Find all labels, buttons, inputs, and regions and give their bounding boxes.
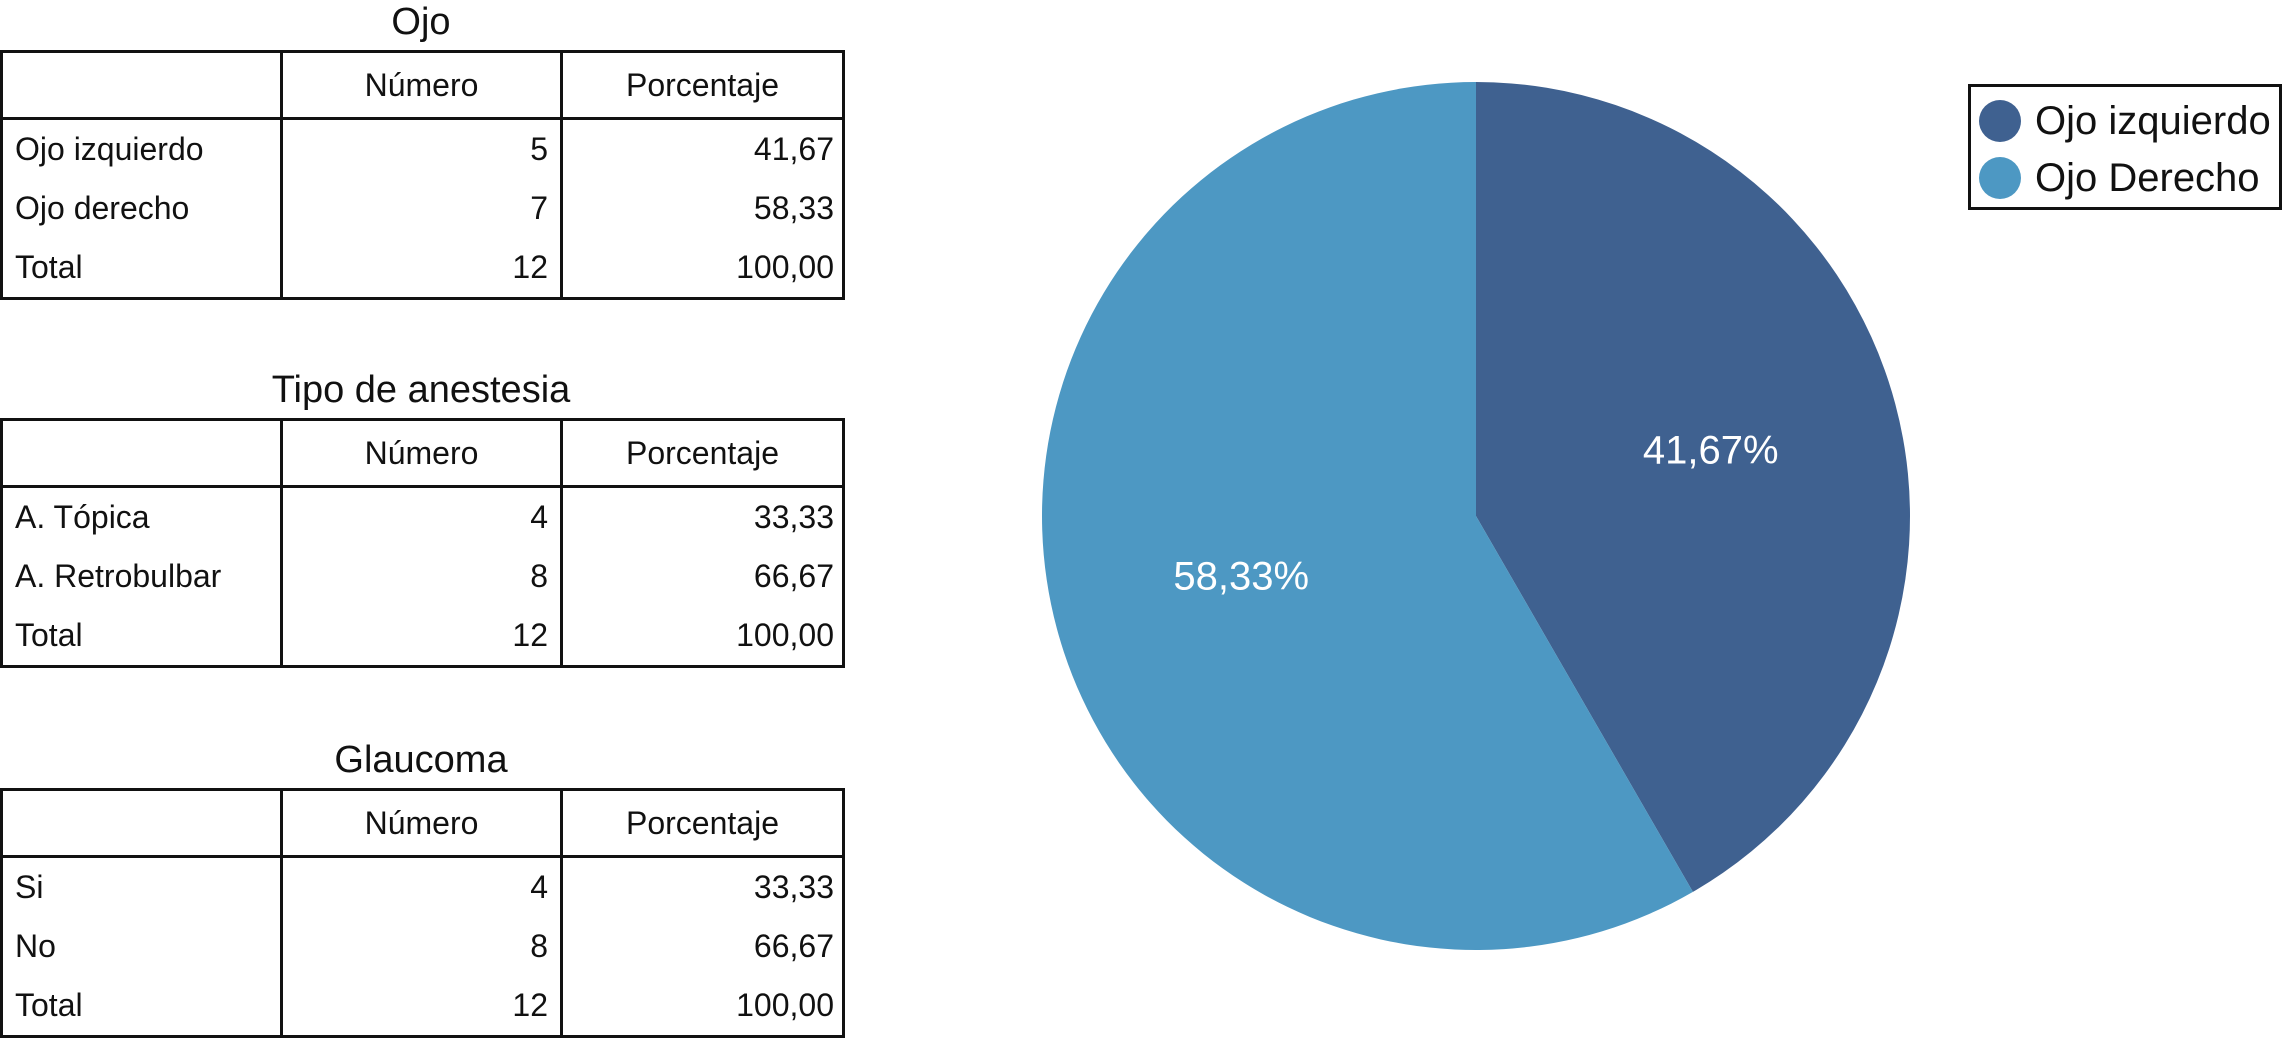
row-porcentaje: 58,33: [753, 190, 834, 226]
table-glaucoma: Glaucoma Número Porcentaje Si 4 33,33 No…: [0, 738, 845, 1038]
row-label: A. Tópica: [1, 486, 283, 547]
pie-slice-label: 41,67%: [1643, 429, 1779, 473]
row-numero: 7: [281, 179, 563, 238]
table-row: Ojo izquierdo 5 41,67: [1, 118, 844, 179]
header-cell-empty: [0, 788, 283, 858]
row-numero: 4: [281, 486, 563, 547]
row-porcentaje: 41,67: [753, 131, 834, 167]
table-row: A. Tópica 4 33,33: [1, 486, 844, 547]
table-row: No 8 66,67: [1, 917, 844, 976]
header-row: Número Porcentaje: [0, 418, 845, 488]
pie-slice-ojo-izquierdo: [1476, 82, 1910, 892]
header-row: Número Porcentaje: [0, 50, 845, 120]
frequency-table: Número Porcentaje Si 4 33,33 No 8 66,67 …: [0, 788, 845, 1038]
row-label: Si: [1, 856, 283, 917]
header-porcentaje: Porcentaje: [560, 418, 845, 488]
table-title: Ojo: [391, 1, 451, 43]
row-numero: 5: [281, 118, 563, 179]
pie-slice-label: 58,33%: [1173, 554, 1309, 598]
row-numero: 4: [281, 856, 563, 917]
table-row: Total 12 100,00: [1, 606, 844, 667]
row-label: Ojo izquierdo: [1, 118, 283, 179]
row-label: Ojo derecho: [1, 179, 283, 238]
header-porcentaje: Porcentaje: [560, 50, 845, 120]
row-label: Total: [1, 976, 283, 1037]
header-row: Número Porcentaje: [0, 788, 845, 858]
table-ojo: Ojo Número Porcentaje Ojo izquierdo 5 41…: [0, 0, 845, 300]
row-label: A. Retrobulbar: [1, 547, 283, 606]
header-numero: Número: [280, 50, 563, 120]
row-porcentaje: 33,33: [753, 499, 834, 535]
row-label: Total: [1, 238, 283, 299]
pie-slice-ojo-derecho: [1042, 82, 1693, 950]
chart-legend: Ojo izquierdo Ojo Derecho: [1968, 84, 2282, 210]
row-porcentaje: 100,00: [736, 249, 834, 285]
frequency-table: Número Porcentaje A. Tópica 4 33,33 A. R…: [0, 418, 845, 668]
header-porcentaje: Porcentaje: [560, 788, 845, 858]
table-row: Ojo derecho 7 58,33: [1, 179, 844, 238]
row-porcentaje: 66,67: [753, 558, 834, 594]
header-cell-empty: [0, 418, 283, 488]
table-row: Total 12 100,00: [1, 976, 844, 1037]
row-porcentaje: 100,00: [736, 617, 834, 653]
legend-item-ojo-izquierdo: Ojo izquierdo: [1979, 94, 2271, 148]
table-title: Glaucoma: [334, 739, 508, 781]
table-row: A. Retrobulbar 8 66,67: [1, 547, 844, 606]
frequency-table: Número Porcentaje Ojo izquierdo 5 41,67 …: [0, 50, 845, 300]
legend-swatch-ojo-derecho: [1979, 157, 2021, 199]
table-row: Si 4 33,33: [1, 856, 844, 917]
legend-swatch-ojo-izquierdo: [1979, 100, 2021, 142]
legend-item-ojo-derecho: Ojo Derecho: [1979, 151, 2260, 205]
row-numero: 12: [281, 976, 563, 1037]
row-porcentaje: 66,67: [753, 928, 834, 964]
row-numero: 12: [281, 606, 563, 667]
table-title: Tipo de anestesia: [271, 369, 571, 411]
table-tipo-anestesia: Tipo de anestesia Número Porcentaje A. T…: [0, 368, 845, 668]
row-label: Total: [1, 606, 283, 667]
pie-chart: 41,67% 58,33%: [1042, 82, 1910, 950]
legend-label: Ojo Derecho: [2035, 155, 2260, 200]
header-cell-empty: [0, 50, 283, 120]
row-numero: 12: [281, 238, 563, 299]
header-numero: Número: [280, 788, 563, 858]
header-numero: Número: [280, 418, 563, 488]
row-porcentaje: 100,00: [736, 987, 834, 1023]
table-row: Total 12 100,00: [1, 238, 844, 299]
legend-label: Ojo izquierdo: [2035, 98, 2271, 143]
row-porcentaje: 33,33: [753, 869, 834, 905]
row-numero: 8: [281, 547, 563, 606]
row-label: No: [1, 917, 283, 976]
row-numero: 8: [281, 917, 563, 976]
